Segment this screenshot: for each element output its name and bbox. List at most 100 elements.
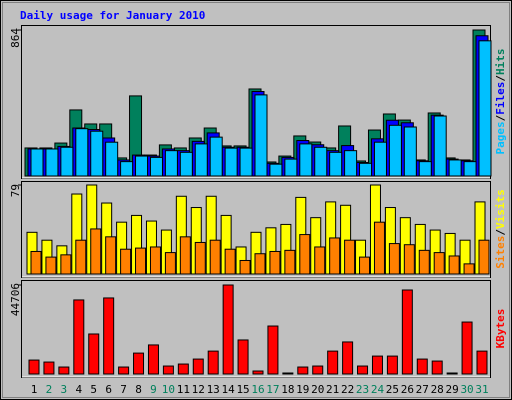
bar [179,236,191,275]
x-tick-label: 11 [177,383,190,396]
legend-entry: Hits [494,49,507,76]
legend: KBytes [494,309,507,349]
bar [239,259,251,275]
x-tick-label: 7 [120,383,127,396]
bar [194,143,208,177]
x-tick-label: 18 [281,383,294,396]
legend-entry: Pages [494,121,507,154]
x-tick-label: 8 [135,383,142,396]
bar [43,361,55,375]
bar [433,115,447,177]
bar [282,372,294,375]
x-tick-label: 26 [401,383,414,396]
legend-entry: Sites [494,236,507,269]
bar [314,146,328,177]
bar [58,366,70,375]
bar [284,158,298,177]
x-tick-label: 22 [341,383,354,396]
legend-separator: / [494,114,507,121]
bar [73,299,85,375]
bar [329,237,341,275]
bar [267,325,279,375]
bar [371,355,383,375]
bar [60,254,72,275]
bar [164,150,178,177]
bar [299,234,311,275]
bar [149,156,163,177]
bar [297,366,309,375]
bar [418,249,430,275]
bar [179,151,193,177]
bar [103,297,115,375]
bar [28,359,40,375]
x-tick-label: 20 [311,383,324,396]
x-tick-label: 14 [222,383,236,396]
bar [344,239,356,275]
bar [401,289,413,375]
bar [448,159,462,177]
bar [118,366,130,375]
bar [133,352,145,375]
bar [403,244,415,275]
bar [105,141,119,177]
bar [357,365,369,375]
bar [359,162,373,177]
bar [403,126,417,177]
chart-title: Daily usage for January 2010 [20,9,205,22]
bar [135,155,149,177]
x-tick-label: 25 [386,383,399,396]
bar [327,350,339,375]
bar [162,365,174,375]
bar [237,339,249,375]
bar [269,250,281,275]
x-tick-label: 19 [296,383,309,396]
bar [388,124,402,177]
bar [373,141,387,177]
bar [314,246,326,275]
bar [75,239,87,275]
legend-entry: KBytes [494,309,507,349]
x-tick-label: 21 [326,383,339,396]
bar [194,241,206,275]
x-tick-label: 9 [150,383,157,396]
x-tick-label: 31 [475,383,488,396]
bar [386,355,398,375]
x-tick-label: 16 [251,383,264,396]
bar [269,163,283,177]
bar [342,341,354,375]
bar [30,148,44,177]
bar [207,350,219,375]
bar [284,249,296,275]
x-tick-label: 27 [416,383,429,396]
legend-entry: Files [494,82,507,115]
bar [177,363,189,375]
bar [418,161,432,177]
bar [30,250,42,275]
bar [147,344,159,375]
bar [149,246,161,275]
legend-entry: Visits [494,189,507,229]
y-tick-label: 44706 [9,283,22,316]
bar [164,252,176,275]
bar [222,284,234,375]
bar [329,151,343,177]
bar [344,150,358,177]
legend: Sites/Visits [494,189,507,269]
bar [446,372,458,375]
bar [120,161,134,177]
bar [224,147,238,177]
bar [209,136,223,177]
x-tick-label: 10 [162,383,175,396]
bar [105,236,117,275]
x-tick-label: 17 [266,383,279,396]
bar [299,143,313,177]
x-tick-label: 3 [61,383,68,396]
bar [373,221,385,275]
bar [431,360,443,375]
bar [192,358,204,375]
x-tick-label: 15 [236,383,249,396]
bar [416,358,428,375]
bar [478,239,490,275]
bar [75,128,89,177]
